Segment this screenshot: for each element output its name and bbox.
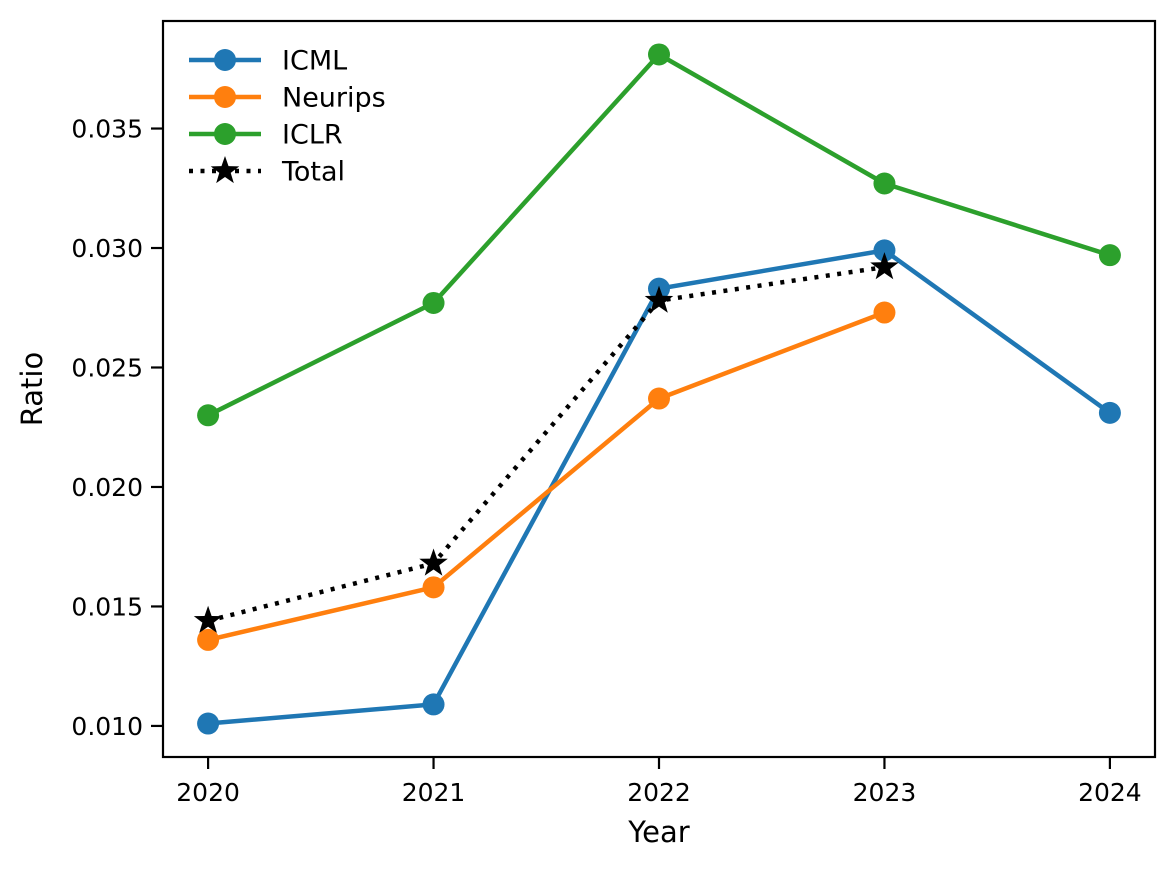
data-point-icml <box>197 712 220 735</box>
data-point-icml <box>873 239 896 262</box>
data-point-total <box>870 252 899 280</box>
legend-label-iclr: ICLR <box>282 120 343 151</box>
y-axis-label: Ratio <box>15 352 49 426</box>
legend-label-icml: ICML <box>282 46 347 77</box>
data-point-neurips <box>873 301 896 324</box>
legend-marker-iclr <box>214 123 236 145</box>
data-point-iclr <box>1098 244 1121 267</box>
data-point-iclr <box>873 172 896 195</box>
y-tick-label: 0.025 <box>71 353 143 382</box>
y-tick-label: 0.035 <box>71 115 143 144</box>
data-point-total <box>193 605 223 633</box>
legend-label-neurips: Neurips <box>282 83 386 114</box>
data-point-iclr <box>422 291 445 314</box>
data-point-total <box>644 285 674 313</box>
data-point-iclr <box>648 43 670 66</box>
x-tick-label: 2022 <box>627 778 691 807</box>
legend-item-neurips: Neurips <box>189 83 386 114</box>
legend-item-total: Total <box>189 156 345 188</box>
series-total <box>193 252 899 633</box>
x-tick-label: 2021 <box>402 778 466 807</box>
x-tick-label: 2024 <box>1078 778 1142 807</box>
legend-item-iclr: ICLR <box>189 120 343 151</box>
y-tick-label: 0.015 <box>71 592 143 621</box>
y-tick-label: 0.010 <box>71 712 143 741</box>
series-line-total <box>207 264 885 623</box>
data-point-neurips <box>197 628 220 651</box>
y-axis: 0.010 0.015 0.020 0.025 0.030 0.035 <box>71 115 163 741</box>
y-tick-label: 0.030 <box>71 234 143 263</box>
data-point-neurips <box>648 387 670 410</box>
legend: ICML Neurips ICLR Total <box>189 46 386 188</box>
series-iclr <box>197 43 1121 427</box>
x-tick-label: 2020 <box>176 778 240 807</box>
data-point-neurips <box>422 576 445 599</box>
y-tick-label: 0.020 <box>71 473 143 502</box>
legend-marker-total <box>210 156 240 184</box>
legend-label-total: Total <box>281 157 345 188</box>
x-axis: 2020 2021 2022 2023 2024 <box>176 757 1142 807</box>
data-point-icml <box>1098 401 1121 424</box>
series-neurips <box>197 301 896 651</box>
series-line-neurips <box>207 310 886 643</box>
data-point-iclr <box>197 404 220 427</box>
data-point-icml <box>422 693 445 716</box>
legend-item-icml: ICML <box>189 46 347 77</box>
x-tick-label: 2023 <box>853 778 917 807</box>
data-point-total <box>419 548 448 576</box>
x-axis-label: Year <box>627 815 689 849</box>
legend-marker-neurips <box>214 86 236 108</box>
legend-marker-icml <box>214 49 236 71</box>
